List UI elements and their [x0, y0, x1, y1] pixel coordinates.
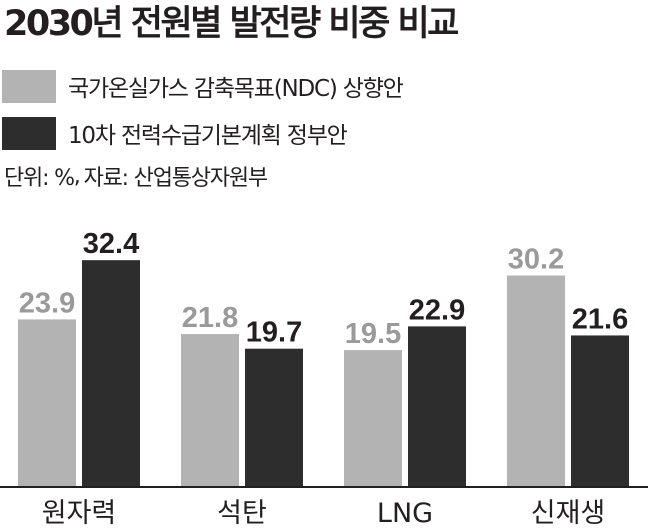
value-label-series2-cat-0: 32.4	[83, 228, 139, 260]
unit-source-note: 단위: %, 자료: 산업통상자원부	[4, 160, 269, 192]
bar-series2-cat-1	[245, 348, 303, 486]
legend-label-ndc: 국가온실가스 감축목표(NDC) 상향안	[68, 76, 404, 102]
value-label-series2-cat-2: 22.9	[409, 294, 465, 326]
category-label-cat-2: LNG	[377, 498, 433, 529]
chart-title: 2030년 전원별 발전량 비중 비교	[4, 4, 459, 44]
legend-swatch-ndc	[2, 69, 56, 103]
value-label-series2-cat-3: 21.6	[572, 303, 628, 335]
category-label-cat-3: 신재생	[531, 498, 606, 529]
value-label-series2-cat-1: 19.7	[246, 317, 302, 349]
value-label-series1-cat-3: 30.2	[508, 244, 564, 276]
category-label-cat-1: 석탄	[217, 498, 267, 529]
bar-series1-cat-2	[344, 350, 402, 486]
source-text: 자료: 산업통상자원부	[83, 166, 269, 191]
category-label-cat-0: 원자력	[42, 498, 117, 529]
legend-label-plan: 10차 전력수급기본계획 정부안	[68, 123, 348, 149]
value-label-series1-cat-0: 23.9	[19, 287, 75, 319]
bar-series1-cat-1	[181, 334, 239, 486]
bar-series2-cat-3	[571, 335, 629, 486]
bar-series1-cat-0	[18, 319, 76, 486]
bar-series2-cat-0	[82, 260, 140, 486]
bar-series1-cat-3	[507, 275, 565, 486]
legend-swatch-plan	[2, 116, 56, 150]
legend-item-plan: 10차 전력수급기본계획 정부안	[2, 115, 348, 151]
bar-series2-cat-2	[408, 326, 466, 486]
unit-text: 단위: %	[4, 166, 75, 191]
value-label-series1-cat-2: 19.5	[345, 318, 401, 350]
legend-item-ndc: 국가온실가스 감축목표(NDC) 상향안	[2, 68, 404, 104]
value-label-series1-cat-1: 21.8	[182, 302, 238, 334]
